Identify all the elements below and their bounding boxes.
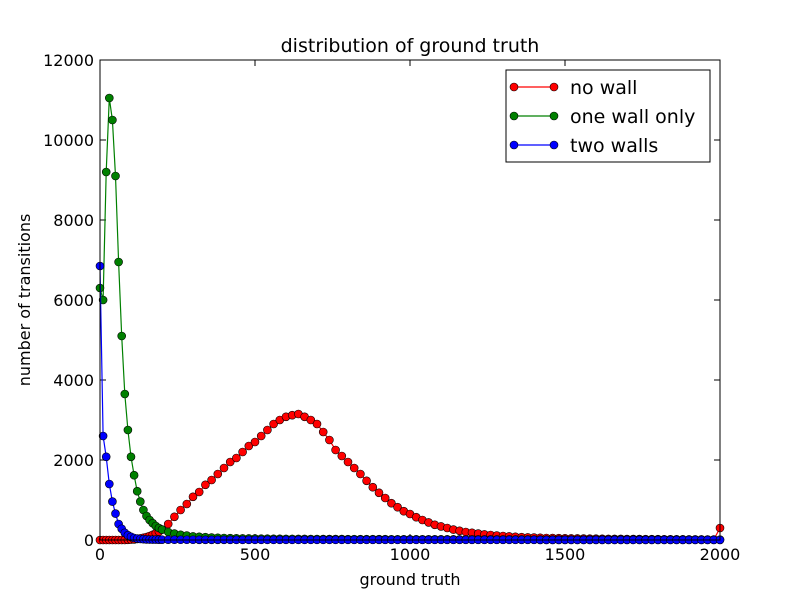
y-tick-label: 12000 <box>43 51 94 70</box>
data-point <box>117 331 126 341</box>
data-point <box>374 488 384 498</box>
y-tick-label: 4000 <box>53 371 94 390</box>
data-point <box>105 93 114 103</box>
data-point <box>225 457 235 467</box>
legend-marker <box>549 82 559 92</box>
data-point <box>219 463 229 473</box>
data-point <box>126 452 136 462</box>
data-point <box>105 479 114 489</box>
data-point <box>312 419 322 429</box>
y-tick-label: 8000 <box>53 211 94 230</box>
legend-marker <box>509 82 519 92</box>
y-tick-label: 2000 <box>53 451 94 470</box>
data-point <box>244 441 254 451</box>
data-point <box>120 389 130 399</box>
data-point <box>256 431 266 441</box>
data-point <box>111 171 120 181</box>
data-point <box>238 447 247 457</box>
x-axis-label: ground truth <box>359 570 460 589</box>
data-point <box>343 457 353 467</box>
data-point <box>132 486 142 496</box>
data-point <box>356 469 365 479</box>
legend-marker <box>549 111 559 121</box>
data-point <box>170 512 179 522</box>
data-point <box>98 431 108 441</box>
data-point <box>129 470 139 480</box>
legend-label: two walls <box>570 135 658 157</box>
y-tick-label: 0 <box>84 531 94 550</box>
y-tick-label: 6000 <box>53 291 94 310</box>
legend-marker <box>549 140 559 150</box>
data-point <box>250 437 260 447</box>
data-point <box>188 492 198 502</box>
data-point <box>123 425 133 435</box>
data-point <box>213 469 223 479</box>
data-point <box>362 476 371 486</box>
data-point <box>318 427 328 437</box>
data-point <box>269 419 278 429</box>
data-point <box>306 415 316 425</box>
data-point <box>136 497 145 506</box>
x-tick-label: 0 <box>95 545 105 564</box>
data-point <box>182 499 192 509</box>
data-point <box>201 480 210 490</box>
data-point <box>194 487 204 497</box>
data-point <box>368 482 378 492</box>
x-tick-label: 500 <box>240 545 271 564</box>
data-point <box>176 505 185 515</box>
data-point <box>108 497 117 506</box>
data-point <box>101 452 111 462</box>
data-point <box>387 498 396 508</box>
chart-title: distribution of ground truth <box>281 35 540 57</box>
data-point <box>114 257 123 267</box>
plot-frame <box>99 59 721 541</box>
x-tick-label: 2000 <box>700 545 741 564</box>
y-tick-label: 10000 <box>43 131 94 150</box>
data-point <box>349 463 359 473</box>
data-point <box>337 451 347 461</box>
data-point <box>263 425 272 435</box>
legend-label: no wall <box>570 77 637 99</box>
data-point <box>163 519 173 529</box>
x-tick-label: 1000 <box>390 545 431 564</box>
data-point <box>331 445 340 455</box>
data-point <box>393 502 402 512</box>
legend-marker <box>509 140 519 150</box>
legend-label: one wall only <box>570 106 695 128</box>
data-point <box>108 115 117 125</box>
data-point <box>111 509 120 518</box>
data-point <box>101 167 111 177</box>
y-axis-label: number of transitions <box>15 214 34 387</box>
data-point <box>325 435 334 445</box>
data-point <box>207 475 216 485</box>
data-point <box>380 493 390 503</box>
data-point <box>232 453 241 463</box>
legend-marker <box>509 111 519 121</box>
x-tick-label: 1500 <box>545 545 586 564</box>
